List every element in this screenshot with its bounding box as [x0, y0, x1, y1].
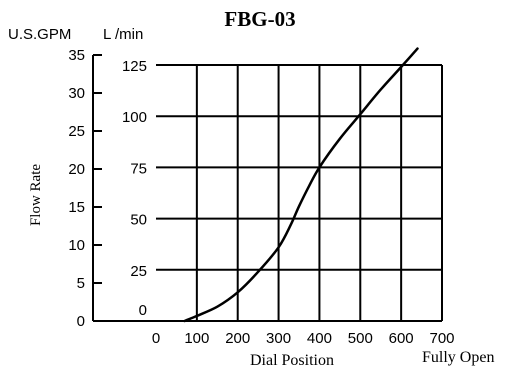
- y-tick-label-lmin: 75: [130, 160, 147, 177]
- axes: [92, 54, 442, 322]
- y-tick-label-lmin: 125: [122, 58, 147, 75]
- series-line-flow-rate: [183, 47, 419, 323]
- x-tick-label: 700: [429, 330, 454, 347]
- y-axis-label: Flow Rate: [28, 164, 44, 226]
- y-unit-lmin-label: L /min: [103, 26, 143, 43]
- x-end-label: Fully Open: [422, 349, 494, 366]
- tick-labels: 0 5 10 15 20 25 30 35 0 25 50 75 100 125 0 100 200 300 400…: [68, 47, 454, 347]
- grid-lines: [156, 64, 443, 321]
- x-tick-label: 600: [389, 330, 414, 347]
- x-tick-label: 400: [307, 330, 332, 347]
- y-unit-gpm-label: U.S.GPM: [8, 26, 71, 43]
- y-tick-label-gpm: 20: [68, 161, 85, 178]
- y-tick-label-gpm: 0: [77, 313, 85, 330]
- x-tick-label: 300: [266, 330, 291, 347]
- y-tick-label-lmin: 25: [130, 263, 147, 280]
- y-tick-label-lmin: 0: [139, 302, 147, 319]
- x-tick-label: 200: [225, 330, 250, 347]
- series-layer: [183, 47, 419, 323]
- y-tick-label-gpm: 35: [68, 47, 85, 64]
- y-tick-label-lmin: 50: [130, 212, 147, 229]
- chart-title: FBG-03: [224, 7, 295, 31]
- y-tick-label-gpm: 10: [68, 237, 85, 254]
- x-axis-label: Dial Position: [250, 352, 334, 369]
- y-tick-label-gpm: 30: [68, 85, 85, 102]
- x-tick-label: 500: [348, 330, 373, 347]
- x-tick-label: 100: [184, 330, 209, 347]
- y-tick-label-lmin: 100: [122, 109, 147, 126]
- x-tick-label: 0: [152, 330, 160, 347]
- y-tick-label-gpm: 5: [77, 275, 85, 292]
- y-tick-label-gpm: 15: [68, 199, 85, 216]
- y-tick-label-gpm: 25: [68, 123, 85, 140]
